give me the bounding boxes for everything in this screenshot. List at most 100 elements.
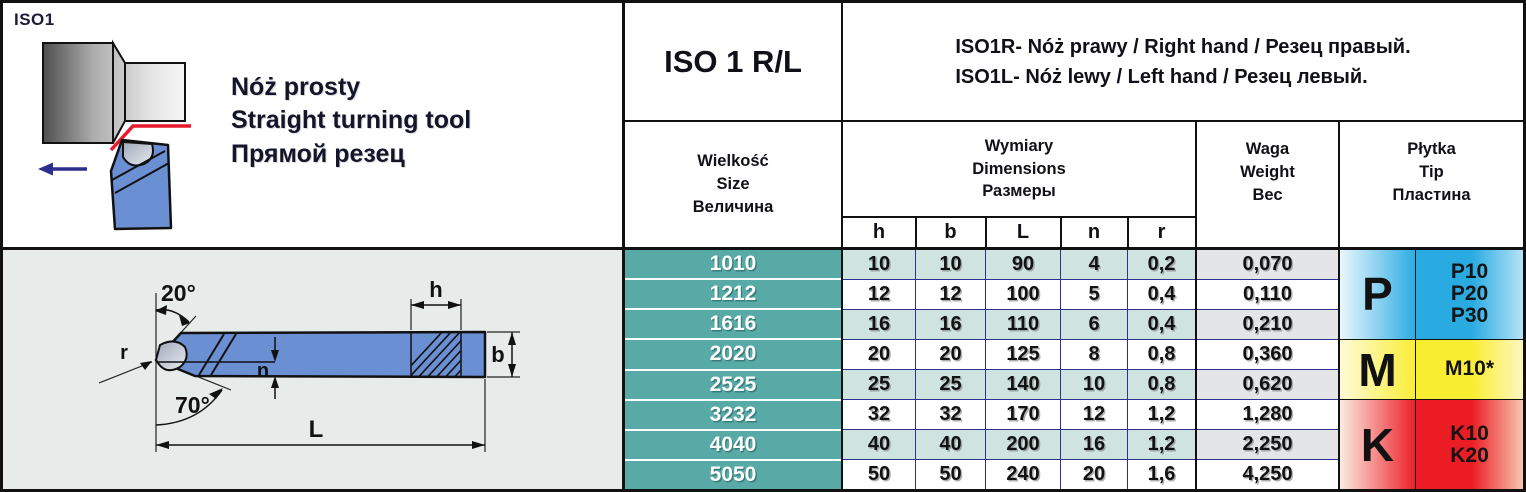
tip-grades-P: P10 P20 P30 xyxy=(1416,250,1523,339)
dimension-cell-r: 0,4 xyxy=(1128,280,1195,310)
size-cell: 1212 xyxy=(625,280,841,311)
L-column: 90 100 110 125 140 170 200 240 xyxy=(986,250,1060,489)
tool-overview-cell: ISO1 Nóż prosty Straight turning tool Пр… xyxy=(3,3,622,247)
weight-cell: 0,110 xyxy=(1197,280,1338,310)
weight-column-header: Waga Weight Вес xyxy=(1240,140,1295,204)
tip-band-P: P P10 P20 P30 xyxy=(1340,250,1523,339)
svg-text:70°: 70° xyxy=(175,392,210,418)
dimension-cell-h: 40 xyxy=(843,430,915,460)
dimension-cell-h: 32 xyxy=(843,400,915,430)
weight-cell: 0,360 xyxy=(1197,340,1338,370)
dimension-cell-L: 100 xyxy=(986,280,1060,310)
dimension-cell-h: 10 xyxy=(843,250,915,280)
n-column: 4 5 6 8 10 12 16 20 xyxy=(1061,250,1127,489)
dimension-cell-r: 1,2 xyxy=(1128,430,1195,460)
dimension-cell-h: 50 xyxy=(843,460,915,489)
size-cell: 4040 xyxy=(625,430,841,461)
size-column-header: Wielkość Size Величина xyxy=(692,152,774,216)
title-line-ru: Прямой резец xyxy=(231,139,405,168)
dimension-cell-n: 6 xyxy=(1061,310,1127,340)
weight-column: 0,070 0,110 0,210 0,360 0,620 1,280 2,250 4,250 xyxy=(1197,250,1338,489)
dimension-cell-h: 25 xyxy=(843,370,915,400)
dimension-cell-L: 125 xyxy=(986,340,1060,370)
col-header-r: r xyxy=(1157,221,1166,243)
dimension-cell-L: 110 xyxy=(986,310,1060,340)
tip-grade-label: P10 xyxy=(1450,260,1489,284)
r-column: 0,2 0,4 0,4 0,8 0,8 1,2 1,2 1,6 xyxy=(1128,250,1195,489)
tip-grade-label: M10* xyxy=(1444,357,1495,381)
dimension-cell-n: 4 xyxy=(1061,250,1127,280)
svg-text:20°: 20° xyxy=(161,280,196,306)
tip-grade-column: P P10 P20 P30 M M10* K K10 K20 xyxy=(1340,250,1523,489)
dimension-cell-n: 12 xyxy=(1061,400,1127,430)
weight-cell: 0,210 xyxy=(1197,310,1338,340)
title-line-en: Straight turning tool xyxy=(231,106,472,135)
dimension-cell-r: 0,8 xyxy=(1128,370,1195,400)
dimension-cell-n: 20 xyxy=(1061,460,1127,489)
tip-grade-label: K10 xyxy=(1450,421,1489,445)
dimension-cell-b: 32 xyxy=(916,400,985,430)
dimension-cell-b: 40 xyxy=(916,430,985,460)
tip-grades-K: K10 K20 xyxy=(1416,400,1523,489)
size-cell: 5050 xyxy=(625,460,841,489)
svg-text:r: r xyxy=(120,342,128,364)
tip-grade-label: P30 xyxy=(1450,304,1489,328)
dimension-arrowheads xyxy=(140,301,516,449)
weight-cell: 0,070 xyxy=(1197,250,1338,280)
dimension-cell-L: 140 xyxy=(986,370,1060,400)
feed-direction-arrow-icon xyxy=(38,162,87,176)
tip-letter-M: M xyxy=(1340,339,1416,400)
b-column: 10 12 16 20 25 32 40 50 xyxy=(916,250,985,489)
dimension-cell-b: 25 xyxy=(916,370,985,400)
dimension-cell-n: 8 xyxy=(1061,340,1127,370)
cutting-edge-line xyxy=(109,124,191,152)
dimension-cell-b: 12 xyxy=(916,280,985,310)
tip-column-header: Płytka Tip Пластина xyxy=(1392,140,1471,204)
col-header-b: b xyxy=(944,221,957,243)
col-header-L: L xyxy=(1016,221,1030,243)
dimension-cell-r: 1,2 xyxy=(1128,400,1195,430)
dimension-cell-r: 0,8 xyxy=(1128,340,1195,370)
variant-description-cell: ISO1R- Nóż prawy / Right hand / Резец пр… xyxy=(843,3,1523,120)
dimension-cell-r: 0,2 xyxy=(1128,250,1195,280)
workpiece-shape xyxy=(42,39,186,144)
dimension-cell-L: 170 xyxy=(986,400,1060,430)
tool-dimension-schematic: h b L n r 20° 70° xyxy=(98,277,520,452)
dimensions-column-header: Wymiary Dimensions Размеры xyxy=(972,136,1066,201)
title-line-pl: Nóż prosty xyxy=(231,73,361,101)
dimension-cell-b: 16 xyxy=(916,310,985,340)
size-cell: 2525 xyxy=(625,370,841,401)
variant-right-hand: ISO1R- Nóż prawy / Right hand / Резец пр… xyxy=(955,35,1411,58)
dimension-cell-L: 240 xyxy=(986,460,1060,489)
size-cell: 1616 xyxy=(625,310,841,341)
schematic-cell: h b L n r 20° 70° xyxy=(3,247,622,489)
tool-side-view xyxy=(154,330,487,379)
hatch-pattern xyxy=(411,332,461,377)
tip-letter-P: P xyxy=(1340,250,1416,339)
tip-band-K: K K10 K20 xyxy=(1340,399,1523,489)
model-code: ISO 1 R/L xyxy=(664,43,802,79)
dimension-cell-n: 16 xyxy=(1061,430,1127,460)
svg-text:h: h xyxy=(429,277,442,302)
tip-grade-label: P20 xyxy=(1450,282,1489,306)
tip-letter-K: K xyxy=(1340,400,1416,489)
weight-cell: 4,250 xyxy=(1197,460,1338,489)
turning-operation-drawing xyxy=(38,39,191,231)
size-cell: 1010 xyxy=(625,250,841,281)
h-column: 10 12 16 20 25 32 40 50 xyxy=(843,250,915,489)
tip-band-M: M M10* xyxy=(1340,338,1523,400)
svg-text:b: b xyxy=(491,342,504,367)
tool-shape xyxy=(109,138,173,231)
dimension-cell-b: 50 xyxy=(916,460,985,489)
tip-grades-M: M10* xyxy=(1416,340,1523,399)
size-cell: 3232 xyxy=(625,400,841,431)
iso-standard-label: ISO1 xyxy=(14,10,55,29)
dimension-cell-h: 12 xyxy=(843,280,915,310)
dimension-cell-n: 10 xyxy=(1061,370,1127,400)
dimension-cell-b: 10 xyxy=(916,250,985,280)
dimension-cell-L: 90 xyxy=(986,250,1060,280)
size-column: 1010 1212 1616 2020 2525 3232 4040 5050 xyxy=(625,250,841,489)
weight-cell: 0,620 xyxy=(1197,370,1338,400)
col-header-n: n xyxy=(1087,221,1101,243)
